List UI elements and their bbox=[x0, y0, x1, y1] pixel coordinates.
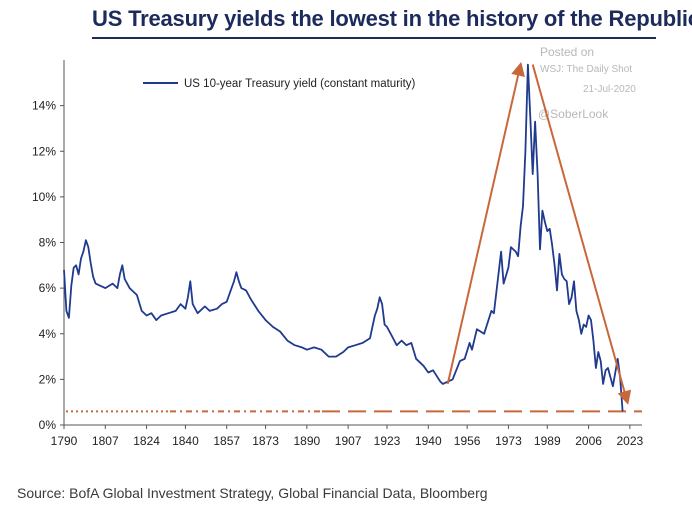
y-tick-label: 10% bbox=[32, 190, 56, 204]
yield-chart: 0% 2% 4% 6% 8% 10% 12% 14% 1790 1807 1824 1840 1857 1… bbox=[32, 60, 644, 448]
chart-axes: 0% 2% 4% 6% 8% 10% 12% 14% 1790 1807 1824 1840 1857 1… bbox=[32, 60, 644, 448]
x-tick-label: 1973 bbox=[495, 434, 522, 448]
y-tick-label: 8% bbox=[39, 236, 57, 250]
posted-on-text: Posted on bbox=[540, 45, 595, 59]
x-tick-label: 1857 bbox=[213, 434, 240, 448]
posted-source-text: WSJ: The Daily Shot bbox=[540, 64, 633, 75]
x-tick-label: 2006 bbox=[575, 434, 602, 448]
x-tick-label: 1873 bbox=[252, 434, 279, 448]
y-tick-label: 2% bbox=[39, 372, 57, 386]
posted-date-text: 21-Jul-2020 bbox=[583, 84, 636, 95]
source-note: Source: BofA Global Investment Strategy,… bbox=[17, 485, 488, 501]
chart-legend: US 10-year Treasury yield (constant matu… bbox=[143, 78, 416, 90]
title-rule bbox=[92, 37, 656, 39]
x-tick-label: 1824 bbox=[133, 434, 160, 448]
chart-series bbox=[63, 63, 624, 412]
trend-arrow bbox=[531, 64, 632, 405]
x-tick-label: 1989 bbox=[534, 434, 561, 448]
x-tick-label: 1940 bbox=[415, 434, 442, 448]
x-tick-label: 1956 bbox=[454, 434, 481, 448]
x-tick-label: 1807 bbox=[92, 434, 119, 448]
trend-arrow bbox=[446, 61, 525, 385]
y-tick-label: 0% bbox=[39, 418, 57, 432]
chart-title: US Treasury yields the lowest in the his… bbox=[92, 6, 692, 31]
y-tick-label: 12% bbox=[32, 144, 56, 158]
legend-label: US 10-year Treasury yield (constant matu… bbox=[184, 78, 416, 90]
y-tick-label: 4% bbox=[39, 327, 57, 341]
x-tick-label: 1840 bbox=[172, 434, 199, 448]
x-tick-label: 1890 bbox=[294, 434, 321, 448]
x-tick-label: 2023 bbox=[617, 434, 644, 448]
y-tick-label: 14% bbox=[32, 99, 56, 113]
y-tick-label: 6% bbox=[39, 281, 57, 295]
chart-arrows bbox=[446, 61, 632, 405]
series-line bbox=[63, 63, 624, 412]
posted-handle-text: @SoberLook bbox=[538, 107, 609, 121]
x-tick-label: 1790 bbox=[51, 434, 78, 448]
x-tick-label: 1923 bbox=[374, 434, 401, 448]
x-tick-label: 1907 bbox=[335, 434, 362, 448]
